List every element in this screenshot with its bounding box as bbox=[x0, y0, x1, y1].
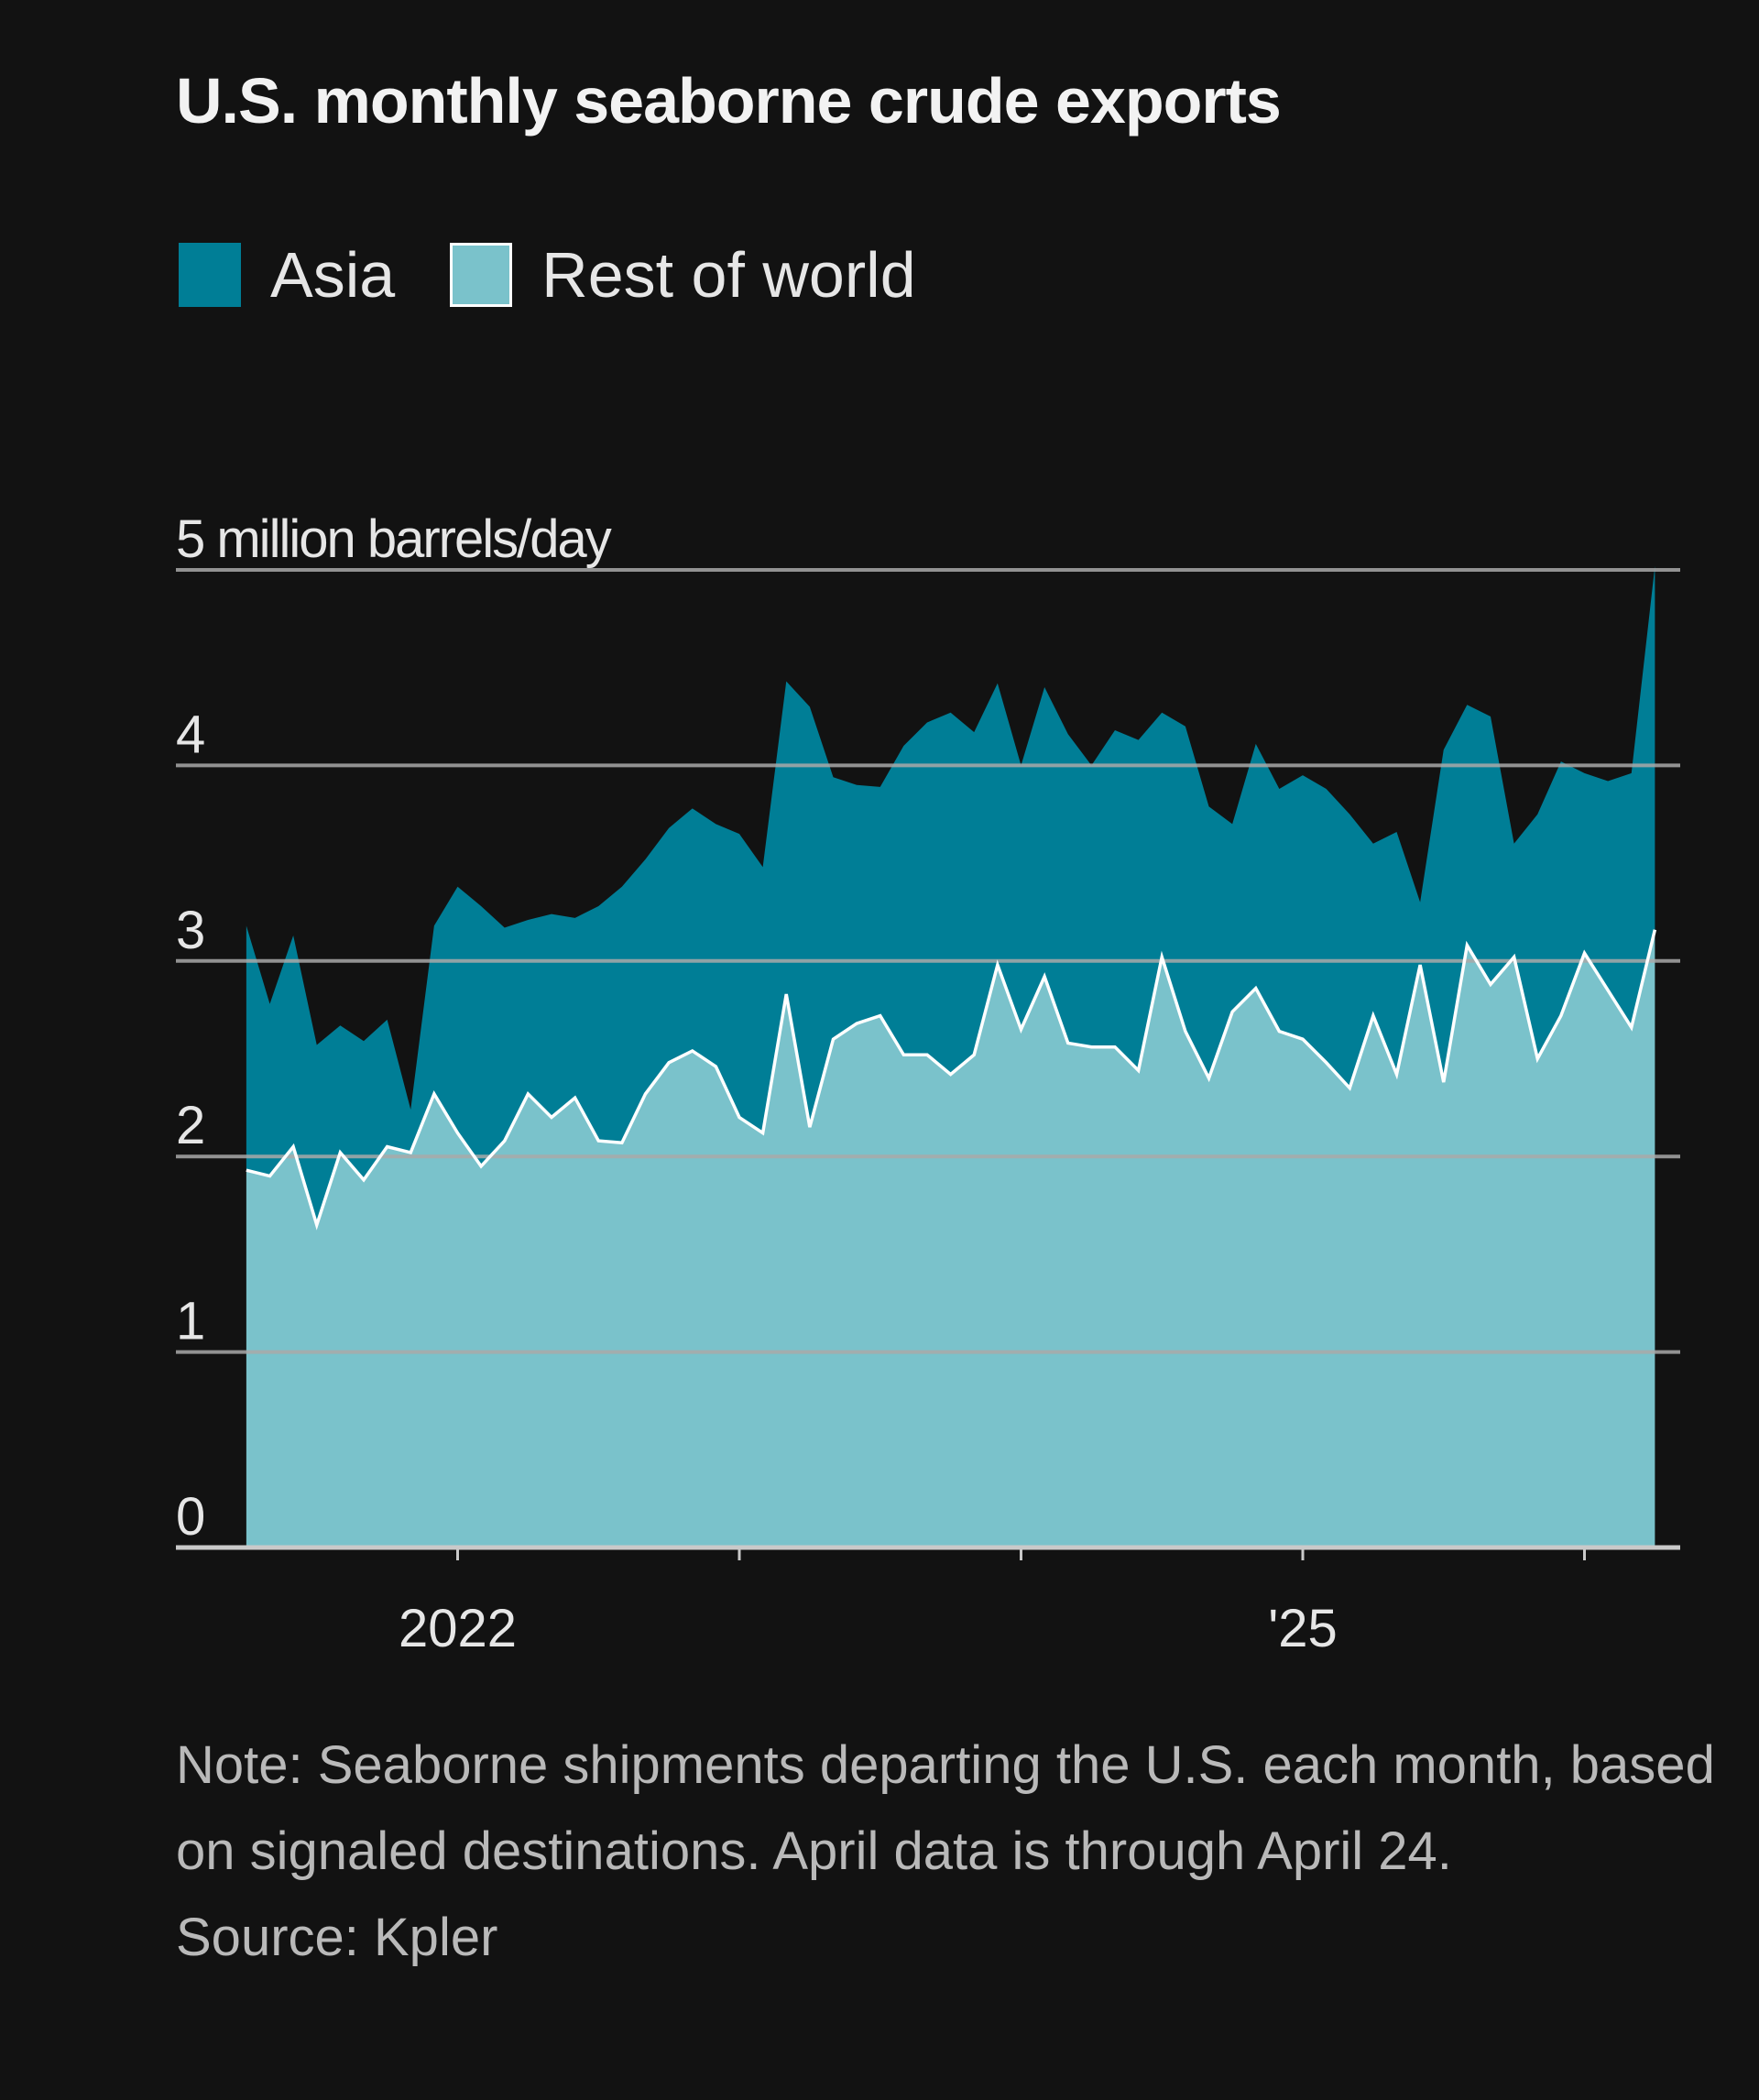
source-text: Source: Kpler bbox=[176, 1908, 498, 1967]
y-tick-label: 2 bbox=[176, 1096, 203, 1155]
series-area-rest-of-world bbox=[246, 929, 1655, 1548]
chart-title: U.S. monthly seaborne crude exports bbox=[176, 65, 1282, 137]
y-tick-label: 4 bbox=[176, 705, 204, 764]
chart-plot: 0 1 2 3 4 5 million barrels/day 2022 '25 bbox=[176, 509, 1680, 1658]
note-text: Note: Seaborne shipments departing the U… bbox=[176, 1735, 1715, 1881]
series-area-asia bbox=[246, 565, 1655, 1225]
y-tick-label: 1 bbox=[176, 1292, 203, 1351]
x-tick-label: '25 bbox=[1268, 1599, 1338, 1658]
y-tick-label: 5 million barrels/day bbox=[176, 509, 612, 569]
series-line-rest-of-world bbox=[246, 929, 1657, 1230]
legend-swatch-asia bbox=[179, 243, 241, 307]
y-tick-label: 0 bbox=[176, 1487, 203, 1547]
legend-item-rest-of-world: Rest of world bbox=[450, 238, 916, 312]
y-tick-label: 3 bbox=[176, 901, 203, 960]
legend-label-asia: Asia bbox=[270, 239, 396, 311]
x-tick-label: 2022 bbox=[399, 1599, 517, 1658]
legend-label-rest-of-world: Rest of world bbox=[541, 239, 916, 311]
legend: Asia Rest of world bbox=[179, 236, 971, 313]
legend-swatch-rest-of-world bbox=[450, 243, 513, 307]
chart-notes: Note: Seaborne shipments departing the U… bbox=[176, 1723, 1724, 1981]
legend-item-asia: Asia bbox=[179, 238, 395, 312]
